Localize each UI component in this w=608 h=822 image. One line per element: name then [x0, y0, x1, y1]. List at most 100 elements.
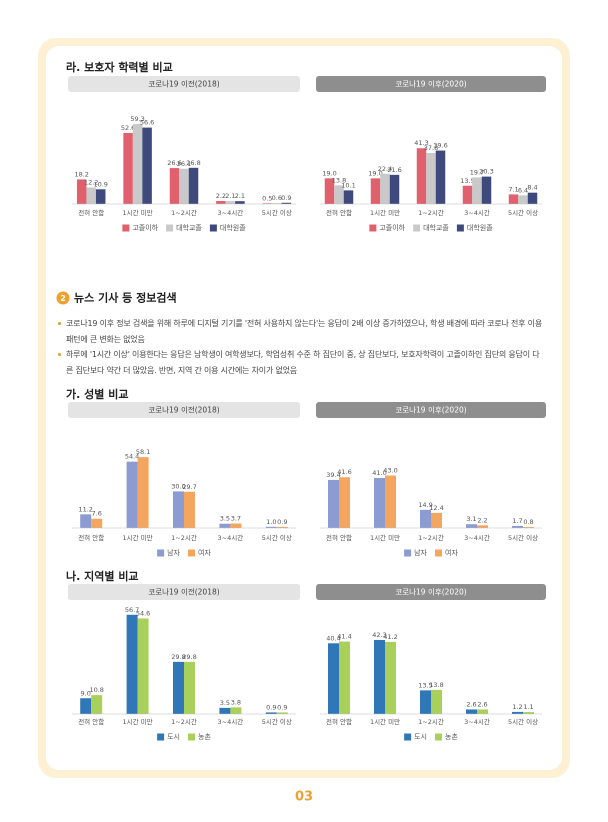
bar — [230, 707, 242, 714]
bar — [466, 709, 477, 714]
value-label: 42.3 — [372, 631, 386, 639]
bar — [91, 518, 103, 528]
x-tick-label: 5시간 이상 — [262, 533, 292, 542]
x-tick-label: 5시간 이상 — [508, 533, 538, 542]
bar — [512, 711, 523, 714]
bar — [523, 712, 534, 714]
value-label: 41.4 — [337, 633, 351, 641]
bar — [481, 176, 492, 204]
value-label: 1.7 — [512, 517, 522, 525]
bar — [328, 479, 339, 528]
bar — [80, 698, 92, 714]
legend-swatch — [157, 549, 165, 557]
legend-swatch — [166, 224, 174, 232]
value-label: 40.4 — [326, 634, 340, 642]
bar — [219, 523, 231, 528]
value-label: 58.1 — [136, 448, 150, 456]
value-label: 43.0 — [383, 467, 397, 475]
value-label: 30.0 — [171, 482, 185, 490]
bar — [76, 179, 87, 204]
legend-swatch — [456, 224, 464, 232]
value-label: 21.6 — [387, 166, 401, 174]
value-label: 59.3 — [130, 115, 144, 123]
x-tick-label: 1시간 미만 — [123, 533, 153, 542]
bar — [374, 639, 385, 714]
legend-label: 대학원졸 — [220, 223, 246, 232]
bar — [512, 525, 523, 528]
bar — [374, 477, 385, 528]
bullet: 하루에 '1시간 이상' 이용한다는 응답은 남학생이 여학생보다, 학업성취 … — [58, 347, 546, 378]
news-heading: 뉴스 기사 등 정보검색 — [74, 291, 177, 305]
x-tick-label: 1~2시간 — [418, 717, 444, 726]
chart-title: 코로나19 이전(2018) — [148, 587, 219, 597]
value-label: 2.1 — [225, 192, 235, 200]
bar — [431, 512, 442, 528]
x-tick-label: 전혀 안함 — [78, 533, 104, 542]
value-label: 22.4 — [378, 165, 392, 173]
legend-label: 고졸이하 — [132, 223, 158, 232]
bar — [272, 203, 282, 204]
legend-label: 대학원졸 — [467, 223, 493, 232]
value-label: 7.6 — [92, 510, 102, 518]
bar — [527, 192, 538, 204]
legend-label: 농촌 — [198, 732, 211, 741]
x-tick-label: 1시간 미만 — [123, 717, 153, 726]
value-label: 26.6 — [167, 159, 181, 167]
value-label: 26.8 — [186, 159, 200, 167]
legend-label: 도시 — [414, 733, 427, 741]
section-title: 가. 성별 비교 — [66, 387, 128, 401]
page-number: 03 — [295, 790, 313, 805]
bar — [230, 523, 242, 528]
value-label: 39.4 — [326, 471, 340, 479]
value-label: 3.7 — [231, 514, 241, 522]
legend-swatch — [122, 224, 130, 232]
bar — [173, 491, 184, 528]
bar — [91, 695, 103, 714]
value-label: 10.9 — [93, 180, 107, 188]
x-tick-label: 3~4시간 — [218, 208, 244, 217]
bar — [420, 509, 431, 528]
value-label: 52.6 — [121, 124, 135, 132]
bar — [339, 477, 350, 528]
value-label: 2.6 — [477, 700, 487, 708]
section-title: 나. 지역별 비교 — [66, 569, 139, 583]
bar — [420, 690, 431, 714]
bar — [137, 618, 149, 714]
value-label: 0.5 — [262, 194, 272, 202]
x-tick-label: 1~2시간 — [171, 717, 197, 726]
chart-header — [68, 584, 300, 600]
value-label: 54.4 — [125, 453, 139, 461]
value-label: 39.6 — [433, 142, 447, 150]
x-tick-label: 1~2시간 — [418, 208, 444, 217]
bar — [472, 177, 482, 204]
bar — [95, 189, 106, 204]
bar — [518, 195, 528, 204]
bar — [343, 190, 354, 204]
bar — [132, 123, 143, 204]
x-tick-label: 5시간 이상 — [508, 208, 538, 217]
legend-label: 대학교졸 — [423, 223, 449, 232]
section-title: 라. 보호자 학력별 비교 — [66, 60, 173, 74]
value-label: 13.8 — [429, 681, 443, 689]
value-label: 3.5 — [220, 515, 230, 523]
bar — [179, 168, 189, 204]
x-tick-label: 3~4시간 — [464, 533, 490, 542]
bar — [184, 491, 195, 528]
value-label: 41.3 — [414, 139, 428, 147]
bar — [126, 614, 138, 714]
legend-label: 고졸이하 — [379, 223, 405, 232]
chart-title: 코로나19 이전(2018) — [148, 79, 219, 89]
x-tick-label: 전혀 안함 — [78, 717, 104, 726]
bar — [339, 641, 350, 714]
x-tick-label: 전혀 안함 — [326, 208, 352, 217]
value-label: 41.0 — [372, 469, 386, 477]
x-tick-label: 1시간 미만 — [370, 717, 400, 726]
legend-label: 남자 — [167, 548, 180, 557]
chart-title: 코로나19 이전(2018) — [148, 405, 219, 415]
chart-title: 코로나19 이후(2020) — [395, 79, 466, 89]
legend-label: 도시 — [167, 733, 180, 741]
bar — [477, 525, 488, 528]
value-label: 12.2 — [84, 179, 98, 187]
legend-swatch — [435, 549, 442, 557]
